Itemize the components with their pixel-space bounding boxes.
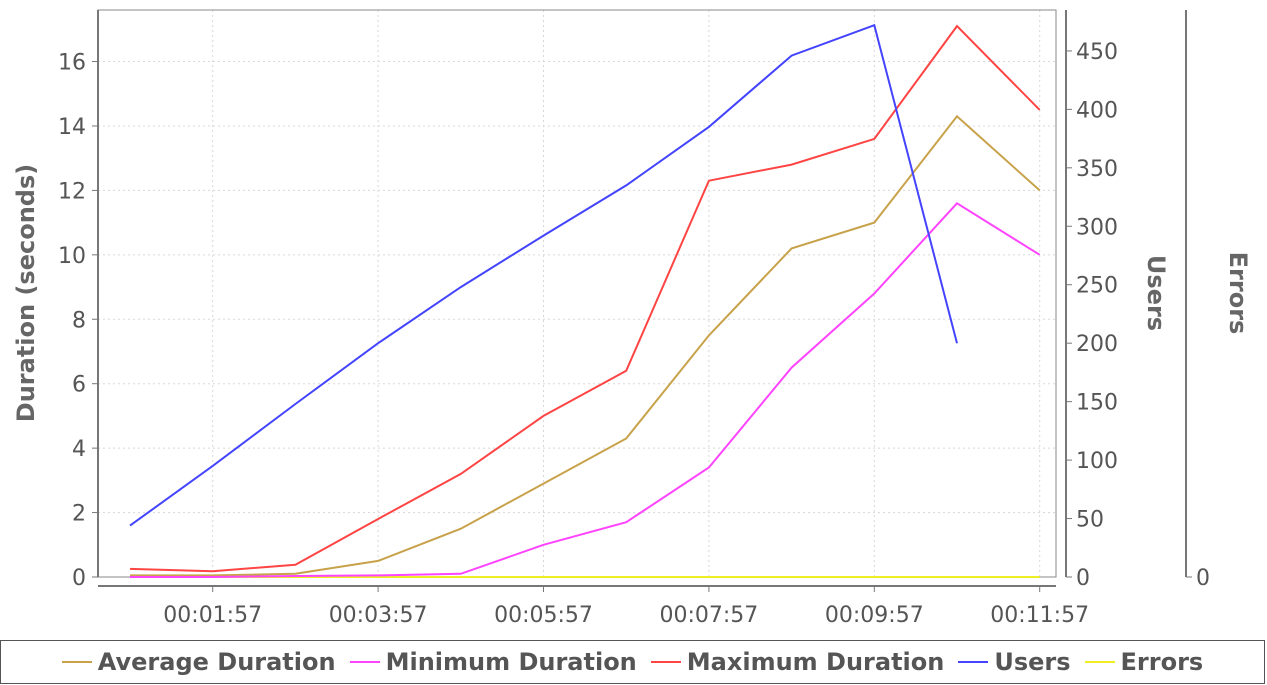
y-right-tick-label: 400 <box>1076 98 1118 123</box>
y-right-tick-label: 50 <box>1076 508 1104 533</box>
y-right-tick-label: 250 <box>1076 274 1118 299</box>
y-right-tick-label: 100 <box>1076 449 1118 474</box>
plot-area-border <box>97 9 1057 578</box>
y-left-tick-label: 6 <box>72 373 86 398</box>
series-line-average-duration <box>130 114 1041 577</box>
y-left-tick-label: 4 <box>72 437 86 462</box>
series-line-users <box>129 23 958 527</box>
y-right-tick-label: 0 <box>1076 566 1090 591</box>
y-axis-right-title: Users <box>1142 255 1170 331</box>
legend-swatch <box>349 661 380 663</box>
y-left-tick-label: 2 <box>72 502 86 527</box>
series-line-minimum-duration <box>130 202 1041 578</box>
legend-label: Users <box>994 648 1071 676</box>
x-tick-label: 00:09:57 <box>825 603 924 628</box>
series-layer <box>129 23 1041 578</box>
y-errors-tick-label: 0 <box>1196 566 1210 591</box>
y-left-tick-label: 12 <box>58 179 86 204</box>
y-axis-errors-title: Errors <box>1224 252 1252 335</box>
y-axis-left-title: Duration (seconds) <box>12 164 40 422</box>
y-left-tick-label: 0 <box>72 566 86 591</box>
legend-item-errors: Errors <box>1084 648 1204 676</box>
y-right-tick-label: 450 <box>1076 40 1118 65</box>
x-tick-label: 00:01:57 <box>163 603 262 628</box>
ticks: 0 2 4 6 8 10 12 14 16 0 50 100 150 200 250 300 350 400 450… <box>58 40 1210 628</box>
series-line-maximum-duration <box>129 24 1041 573</box>
y-left-tick-label: 8 <box>72 308 86 333</box>
legend-swatch <box>61 661 92 663</box>
y-right-tick-label: 300 <box>1076 215 1118 240</box>
legend-label: Minimum Duration <box>385 648 637 676</box>
y-left-tick-label: 10 <box>58 244 86 269</box>
y-right-tick-label: 350 <box>1076 157 1118 182</box>
y-right-tick-label: 150 <box>1076 391 1118 416</box>
chart: 0 2 4 6 8 10 12 14 16 0 50 100 150 200 250 300 350 400 450… <box>12 9 1252 628</box>
legend-item-average-duration: Average Duration <box>61 648 336 676</box>
y-right-tick-label: 200 <box>1076 332 1118 357</box>
x-tick-label: 00:11:57 <box>990 603 1089 628</box>
legend-item-maximum-duration: Maximum Duration <box>650 648 945 676</box>
legend: Average Duration Minimum Duration Maximum … <box>0 640 1265 684</box>
axes <box>97 10 1187 587</box>
legend-swatch <box>650 661 681 663</box>
legend-swatch <box>958 661 989 663</box>
x-tick-label: 00:05:57 <box>494 603 593 628</box>
y-left-tick-label: 16 <box>58 51 86 76</box>
legend-label: Maximum Duration <box>686 648 945 676</box>
grid <box>98 10 1056 577</box>
legend-item-minimum-duration: Minimum Duration <box>349 648 637 676</box>
legend-item-users: Users <box>958 648 1071 676</box>
x-tick-label: 00:07:57 <box>659 603 758 628</box>
legend-label: Errors <box>1120 648 1204 676</box>
legend-label: Average Duration <box>97 648 336 676</box>
legend-swatch <box>1084 661 1115 663</box>
y-left-tick-label: 14 <box>58 115 86 140</box>
x-tick-label: 00:03:57 <box>329 603 428 628</box>
